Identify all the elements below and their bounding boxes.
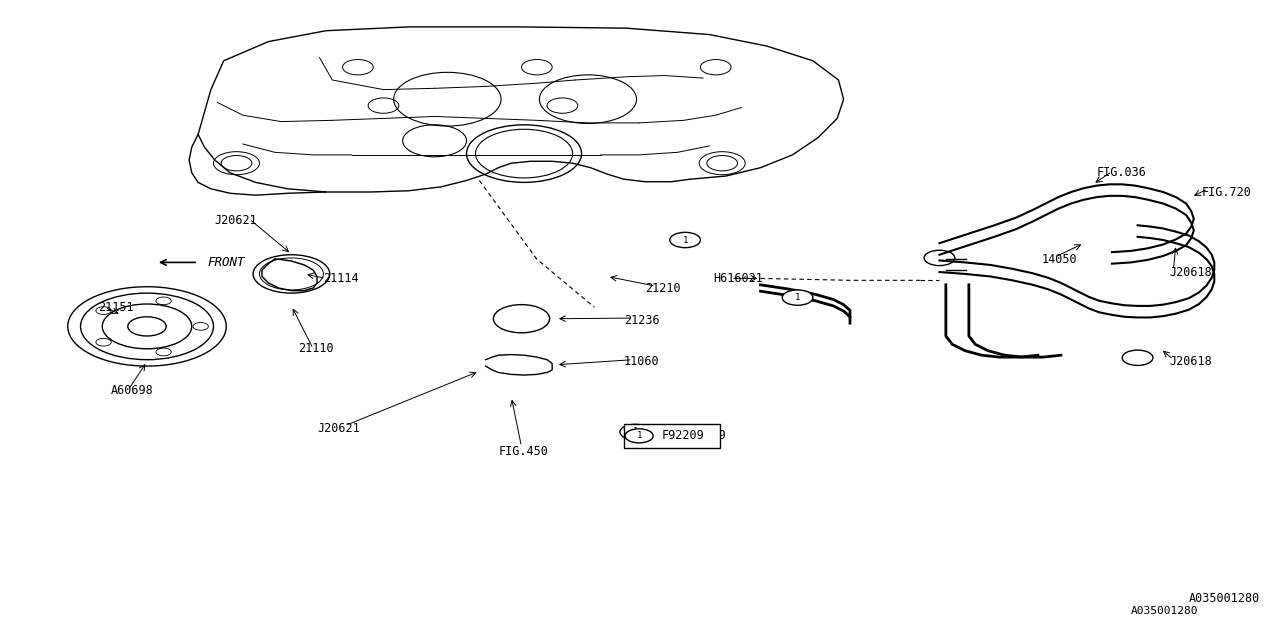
Bar [623,424,719,448]
Text: J20621: J20621 [317,422,360,435]
Circle shape [620,424,650,440]
Text: 1: 1 [795,293,800,302]
Circle shape [782,290,813,305]
Circle shape [669,232,700,248]
Text: H616021: H616021 [713,272,763,285]
Text: 1: 1 [636,431,641,440]
Text: 11060: 11060 [623,355,659,368]
Text: J20618: J20618 [1170,266,1212,278]
Text: F92209: F92209 [662,429,705,442]
Text: 1: 1 [632,428,637,436]
Text: 21151: 21151 [99,301,134,314]
Text: A035001280: A035001280 [1189,592,1260,605]
Text: F92209: F92209 [684,429,727,442]
Text: FIG.036: FIG.036 [1097,166,1147,179]
Text: 21236: 21236 [623,314,659,326]
Text: FIG.450: FIG.450 [498,445,548,458]
Text: A60698: A60698 [111,384,154,397]
Text: A035001280: A035001280 [1132,606,1198,616]
Text: 21210: 21210 [645,282,681,294]
Text: FRONT: FRONT [207,256,244,269]
Polygon shape [262,259,317,291]
Text: 14050: 14050 [1042,253,1078,266]
Text: FIG.720: FIG.720 [1202,186,1252,198]
Text: 21110: 21110 [298,342,334,355]
Text: J20621: J20621 [215,214,257,227]
Text: 21114: 21114 [324,272,358,285]
Text: 1: 1 [682,236,687,244]
Text: J20618: J20618 [1170,355,1212,368]
Circle shape [625,429,653,443]
